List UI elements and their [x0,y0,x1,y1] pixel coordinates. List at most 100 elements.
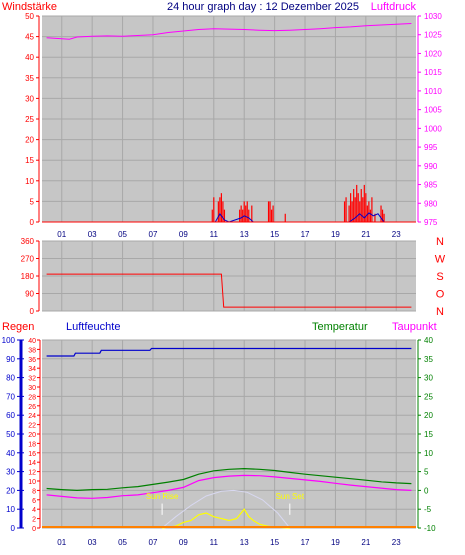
rain-tick-label: 34 [28,366,36,373]
rain-tick-label: 12 [28,470,36,477]
sun-annotation: Sun Set [276,492,305,501]
hour-tick-label: 03 [88,230,97,239]
panel-wind-pressure-grid [42,15,416,223]
wind-tick-label: 25 [25,115,34,124]
wind-axis-title: Windstärke [2,1,57,13]
pressure-tick-label: 995 [424,143,438,152]
hour-tick-label: 07 [149,230,158,239]
humidity-tick-label: 10 [6,505,15,514]
panel-wind-direction-grid [42,240,416,312]
wind-tick-label: 30 [25,94,34,103]
pressure-tick-label: 1030 [424,12,442,21]
temperature-axis-title: Temperatur [312,321,368,333]
compass-label: N [436,306,444,318]
temperature-tick-label: 20 [424,411,433,420]
wind-tick-label: 50 [25,12,34,21]
humidity-tick-label: 90 [6,355,15,364]
humidity-tick-label: 20 [6,486,15,495]
wind-pressure-series [42,23,416,223]
temperature-tick-label: 0 [424,486,429,495]
compass-label: O [436,289,445,301]
temperature-tick-label: 5 [424,468,429,477]
pressure-tick-label: 980 [424,199,438,208]
hour-tick-label: 03 [88,538,97,547]
rain-tick-label: 8 [32,488,36,495]
wind-tick-label: 5 [30,197,35,206]
solar-max-line [161,489,291,529]
direction-tick-label: 180 [21,272,35,281]
wind-tick-label: 45 [25,33,34,42]
compass-label: S [436,271,443,283]
hour-tick-label: 11 [210,538,219,547]
dewpoint-axis-title: Taupunkt [392,321,437,333]
humidity-tick-label: 70 [6,392,15,401]
rain-tick-label: 36 [28,357,36,364]
temperature-tick-label: 10 [424,449,433,458]
wind-tick-label: 0 [30,218,35,227]
wind-direction-line [46,273,412,308]
hour-tick-label: 01 [57,230,66,239]
solar-line [162,508,290,529]
rain-tick-label: 0 [32,526,36,533]
pressure-tick-label: 990 [424,162,438,171]
hour-tick-label: 13 [240,538,249,547]
humidity-tick-label: 100 [2,336,16,345]
pressure-tick-label: 1010 [424,87,442,96]
rain-tick-label: 4 [32,507,36,514]
hour-tick-label: 05 [118,538,127,547]
hour-tick-label: 23 [392,538,401,547]
pressure-tick-label: 1000 [424,124,442,133]
hour-tick-label: 09 [179,230,188,239]
rain-tick-label: 26 [28,404,36,411]
hour-axis-1: 01 03 05 07 09 11 13 15 17 19 21 23 [57,230,401,239]
hour-tick-label: 01 [57,538,66,547]
rain-axis-title: Regen [2,321,34,333]
temperature-tick-label: 40 [424,336,433,345]
wind-tick-label: 35 [25,74,34,83]
hour-tick-label: 17 [301,230,310,239]
humidity-tick-label: 80 [6,374,15,383]
rain-tick-label: 6 [32,498,36,505]
hour-tick-label: 15 [270,538,279,547]
hour-tick-label: 17 [301,538,310,547]
humidity-tick-label: 40 [6,449,15,458]
rain-tick-label: 40 [28,338,36,345]
humidity-axis-title: Luftfeuchte [66,321,120,333]
hour-tick-label: 13 [240,230,249,239]
pressure-axis: 975 980 985 990 995 1000 1005 1010 1015 1020 1025 1… [417,12,442,227]
rain-tick-label: 16 [28,451,36,458]
humidity-axis: 0 10 20 30 40 50 60 70 80 90 100 [2,336,24,533]
rain-humidity-temp-series: Sun Rise Sun Set [42,347,416,529]
wind-tick-label: 10 [25,177,34,186]
direction-tick-label: 360 [21,237,35,246]
hour-tick-label: 23 [392,230,401,239]
compass-label: W [435,254,446,266]
compass-label: N [436,236,444,248]
temperature-tick-label: 35 [424,355,433,364]
rain-tick-label: 32 [28,376,36,383]
rain-tick-label: 30 [28,385,36,392]
wind-tick-label: 40 [25,53,34,62]
pressure-axis-title: Luftdruck [371,1,417,13]
wind-axis: 0 5 10 15 20 25 30 35 40 45 50 [25,12,40,227]
hour-tick-label: 21 [361,538,370,547]
pressure-tick-label: 1020 [424,49,442,58]
temperature-tick-label: 25 [424,392,433,401]
rain-tick-label: 18 [28,441,36,448]
direction-tick-label: 90 [25,290,34,299]
temperature-line [46,467,412,492]
pressure-line [46,23,412,40]
pressure-tick-label: 985 [424,181,438,190]
rain-tick-label: 2 [32,517,36,524]
rain-tick-label: 20 [28,432,36,439]
direction-tick-label: 0 [30,307,35,316]
hour-tick-label: 09 [179,538,188,547]
rain-tick-label: 22 [28,423,36,430]
wind-tick-label: 20 [25,136,34,145]
hour-tick-label: 19 [331,538,340,547]
pressure-tick-label: 1015 [424,68,442,77]
humidity-tick-label: 60 [6,411,15,420]
